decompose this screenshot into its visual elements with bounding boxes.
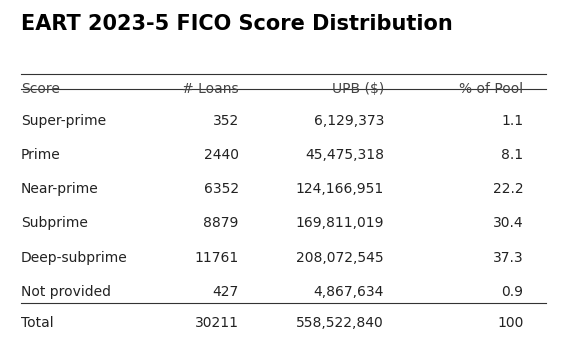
Text: Total: Total [21, 316, 54, 330]
Text: 30211: 30211 [195, 316, 239, 330]
Text: % of Pool: % of Pool [459, 83, 523, 96]
Text: 427: 427 [213, 285, 239, 299]
Text: 11761: 11761 [194, 251, 239, 265]
Text: 8879: 8879 [203, 216, 239, 231]
Text: 30.4: 30.4 [493, 216, 523, 231]
Text: 2440: 2440 [203, 148, 239, 162]
Text: Subprime: Subprime [21, 216, 88, 231]
Text: 558,522,840: 558,522,840 [296, 316, 384, 330]
Text: 37.3: 37.3 [493, 251, 523, 265]
Text: Score: Score [21, 83, 60, 96]
Text: 6,129,373: 6,129,373 [314, 114, 384, 128]
Text: Not provided: Not provided [21, 285, 111, 299]
Text: 0.9: 0.9 [502, 285, 523, 299]
Text: 1.1: 1.1 [502, 114, 523, 128]
Text: 6352: 6352 [203, 182, 239, 196]
Text: 45,475,318: 45,475,318 [305, 148, 384, 162]
Text: 352: 352 [213, 114, 239, 128]
Text: 208,072,545: 208,072,545 [296, 251, 384, 265]
Text: 169,811,019: 169,811,019 [295, 216, 384, 231]
Text: UPB ($): UPB ($) [332, 83, 384, 96]
Text: 124,166,951: 124,166,951 [296, 182, 384, 196]
Text: Deep-subprime: Deep-subprime [21, 251, 128, 265]
Text: 22.2: 22.2 [493, 182, 523, 196]
Text: 8.1: 8.1 [502, 148, 523, 162]
Text: EART 2023-5 FICO Score Distribution: EART 2023-5 FICO Score Distribution [21, 14, 453, 34]
Text: 100: 100 [497, 316, 523, 330]
Text: 4,867,634: 4,867,634 [314, 285, 384, 299]
Text: Super-prime: Super-prime [21, 114, 106, 128]
Text: Near-prime: Near-prime [21, 182, 99, 196]
Text: Prime: Prime [21, 148, 60, 162]
Text: # Loans: # Loans [182, 83, 239, 96]
